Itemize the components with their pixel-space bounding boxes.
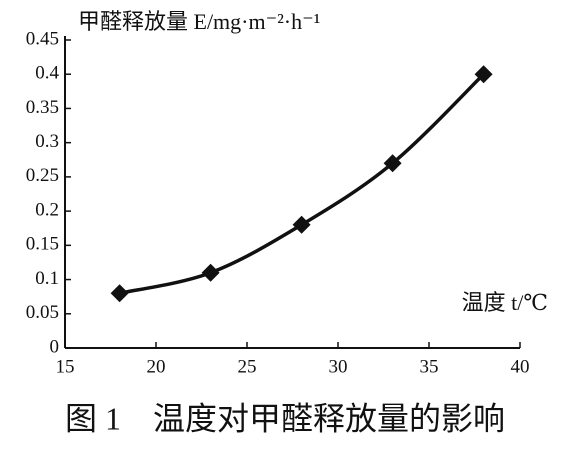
x-tick-label: 35 [420, 356, 439, 377]
x-tick-label: 25 [238, 356, 257, 377]
y-tick-label: 0.05 [26, 302, 59, 323]
x-tick-label: 15 [56, 356, 75, 377]
figure-caption: 图 1 温度对甲醛释放量的影响 [65, 400, 505, 436]
y-tick-label: 0.45 [26, 28, 59, 49]
y-tick-label: 0.2 [35, 199, 59, 220]
x-tick-label: 40 [511, 356, 530, 377]
y-tick-label: 0.3 [35, 131, 59, 152]
y-axis-title: 甲醛释放量 E/mg·m⁻²·h⁻¹ [78, 9, 320, 34]
data-line [119, 72, 485, 295]
data-point [201, 263, 220, 282]
y-tick-label: 0.1 [35, 268, 59, 289]
data-point [474, 65, 493, 84]
y-tick-label: 0.4 [35, 63, 59, 84]
data-point [292, 215, 311, 234]
data-point [110, 284, 129, 303]
y-tick-label: 0.15 [26, 234, 59, 255]
x-tick-label: 30 [329, 356, 348, 377]
data-point [383, 154, 402, 173]
x-axis-title: 温度 t/℃ [462, 290, 548, 315]
y-tick-label: 0.25 [26, 165, 59, 186]
x-tick-label: 20 [147, 356, 166, 377]
y-tick-label: 0 [50, 336, 60, 357]
y-tick-label: 0.35 [26, 97, 59, 118]
